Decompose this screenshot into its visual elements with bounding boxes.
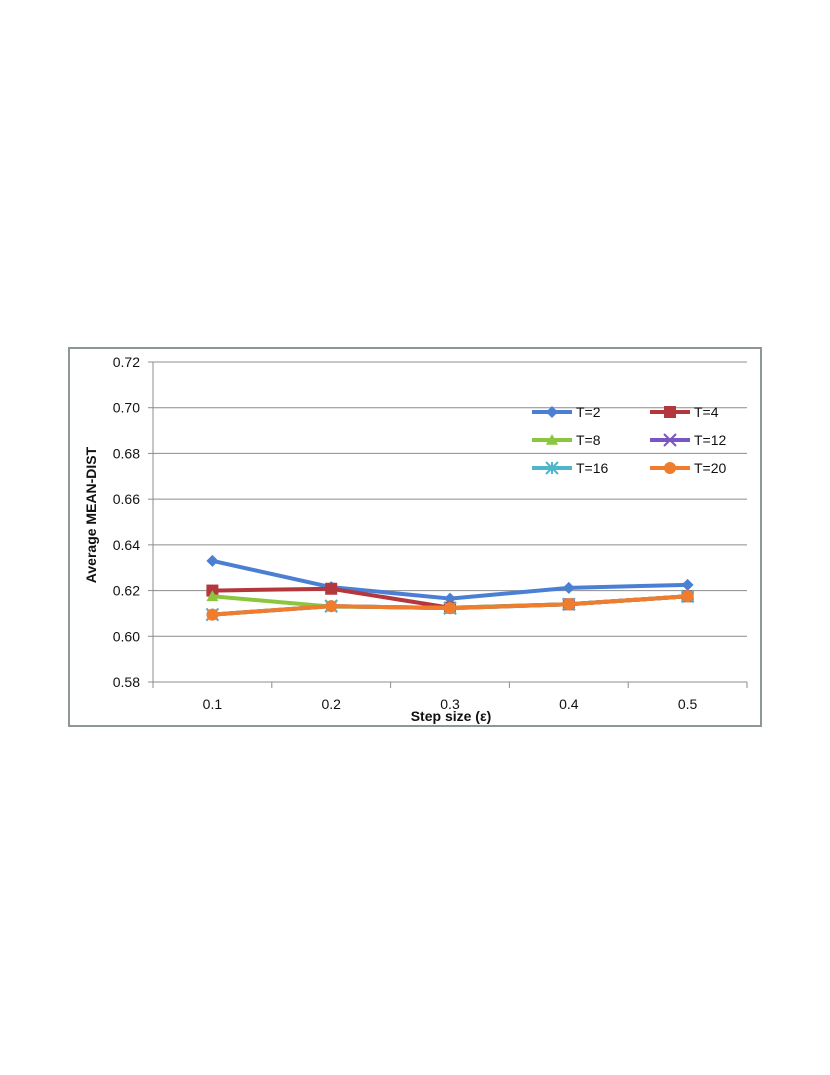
data-point-marker	[325, 600, 338, 613]
legend-label: T=8	[576, 432, 601, 448]
legend-item: T=8	[532, 432, 601, 448]
x-tick-label: 0.1	[203, 696, 223, 712]
legend-label: T=2	[576, 404, 601, 420]
data-point-marker	[562, 598, 575, 611]
x-tick-label: 0.5	[678, 696, 698, 712]
legend-marker	[663, 433, 677, 447]
marker-stroke	[663, 433, 677, 447]
legend-item: T=20	[650, 460, 727, 476]
x-axis-title: Step size (ε)	[411, 708, 492, 724]
legend-marker	[545, 461, 559, 475]
legend-label: T=12	[694, 432, 727, 448]
data-point-marker	[325, 582, 338, 595]
y-tick-label: 0.66	[113, 491, 140, 507]
legend-label: T=20	[694, 460, 727, 476]
y-axis-title: Average MEAN-DIST	[83, 446, 99, 583]
legend-marker	[664, 462, 676, 474]
data-point-marker	[444, 602, 456, 615]
y-tick-label: 0.58	[113, 674, 140, 690]
legend-item: T=12	[650, 432, 727, 448]
y-tick-label: 0.62	[113, 583, 140, 599]
line-chart: 0.58 0.60 0.62 0.64 0.66 0.68 0.70 0.72 0.1 0.2 0.…	[83, 354, 748, 724]
data-point-marker	[681, 590, 694, 603]
legend-marker	[664, 406, 676, 418]
legend: T=2 T=4 T=8 T=12 T=16 T=20	[532, 404, 727, 476]
series-t-2	[206, 554, 694, 605]
data-series	[205, 554, 695, 622]
legend-item: T=16	[532, 460, 609, 476]
x-tick-label: 0.3	[440, 696, 460, 712]
legend-marker	[546, 434, 558, 445]
x-tick-label: 0.2	[321, 696, 341, 712]
y-tick-label: 0.72	[113, 354, 140, 370]
y-tick-label: 0.64	[113, 537, 140, 553]
data-point-marker	[206, 608, 219, 621]
y-tick-label: 0.60	[113, 628, 140, 644]
legend-item: T=2	[532, 404, 601, 420]
data-point-marker	[206, 590, 219, 602]
y-tick-label: 0.70	[113, 400, 140, 416]
data-point-marker	[681, 578, 694, 591]
chart-frame: 0.58 0.60 0.62 0.64 0.66 0.68 0.70 0.72 0.1 0.2 0.…	[68, 347, 762, 727]
x-tick-label: 0.4	[559, 696, 579, 712]
data-point-marker	[562, 581, 575, 594]
y-tick-label: 0.68	[113, 445, 140, 461]
axes: 0.58 0.60 0.62 0.64 0.66 0.68 0.70 0.72 0.1 0.2 0.…	[113, 354, 748, 712]
legend-item: T=4	[650, 404, 719, 420]
legend-label: T=4	[694, 404, 719, 420]
series-t-20	[206, 590, 694, 621]
data-point-marker	[444, 592, 456, 605]
data-point-marker	[206, 554, 219, 567]
legend-label: T=16	[576, 460, 609, 476]
legend-marker	[546, 406, 558, 418]
